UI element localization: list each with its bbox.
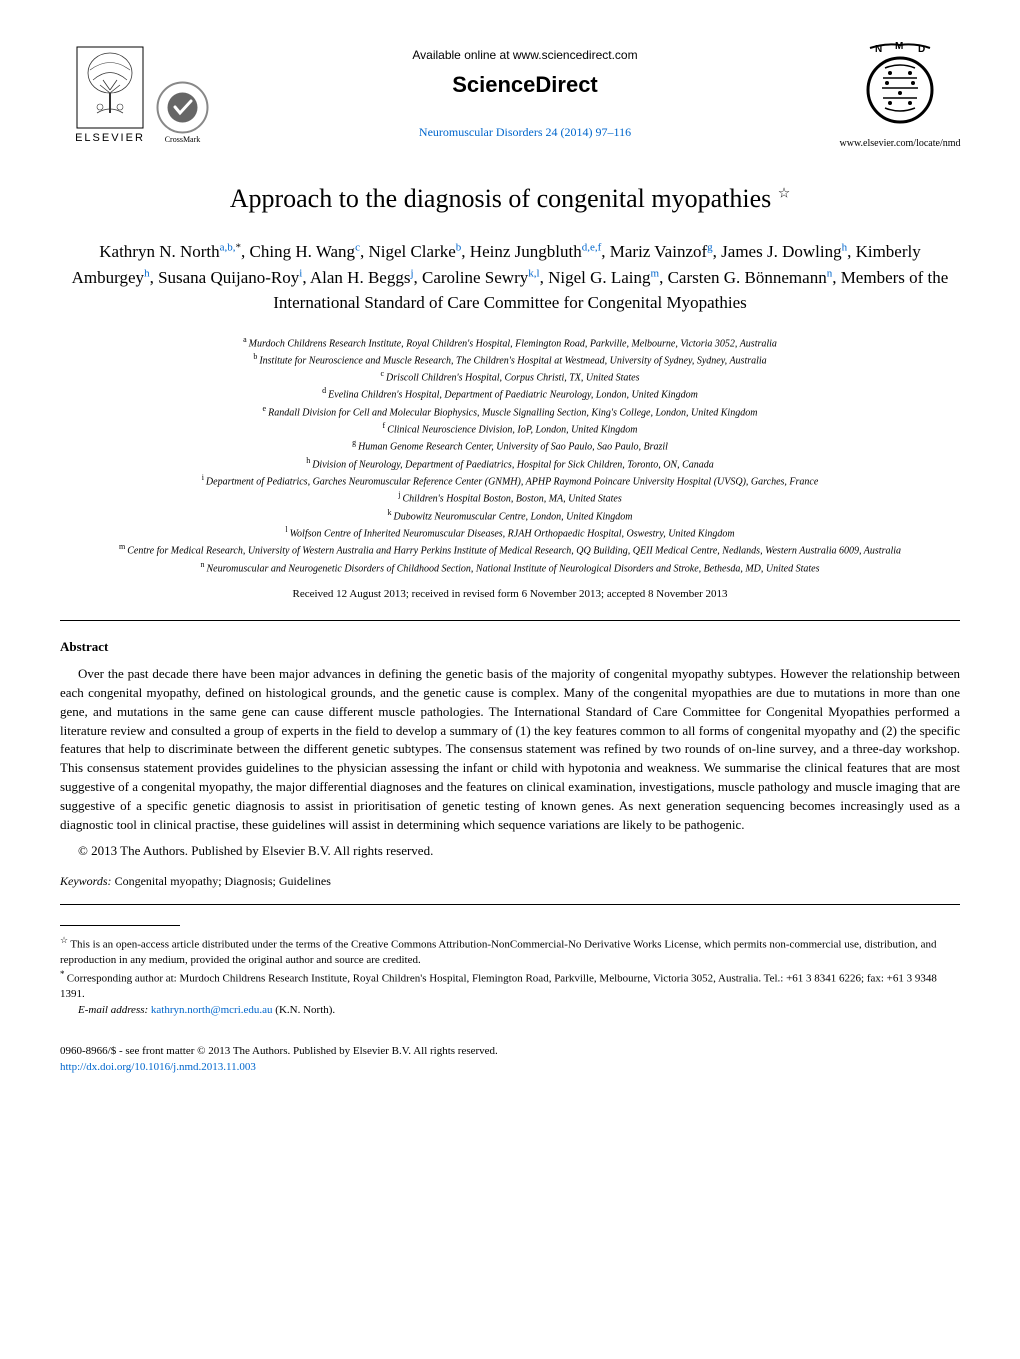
- affiliation: m Centre for Medical Research, Universit…: [60, 541, 960, 558]
- author: , Ching H. Wang: [241, 242, 355, 261]
- crossmark-badge[interactable]: CrossMark: [155, 80, 210, 144]
- divider: [60, 620, 960, 621]
- header-row: ELSEVIER CrossMark Available online at w…: [60, 40, 960, 149]
- author: , Nigel Clarke: [360, 242, 456, 261]
- affiliation: a Murdoch Childrens Research Institute, …: [60, 334, 960, 351]
- author: Mariz Vainzof: [610, 242, 707, 261]
- footnote-corresponding: * Corresponding author at: Murdoch Child…: [60, 968, 960, 1002]
- comma: ,: [601, 242, 605, 261]
- affiliation: k Dubowitz Neuromuscular Centre, London,…: [60, 507, 960, 524]
- comma: ,: [302, 268, 306, 287]
- site-url: www.elsevier.com/locate/nmd: [840, 138, 961, 149]
- title-star: ☆: [778, 186, 791, 201]
- elsevier-tree-icon: [75, 45, 145, 130]
- abstract-copyright: © 2013 The Authors. Published by Elsevie…: [60, 843, 960, 859]
- author-sup[interactable]: d,e,f: [582, 241, 602, 253]
- affiliation: h Division of Neurology, Department of P…: [60, 455, 960, 472]
- author-sup[interactable]: a,b,: [220, 241, 236, 253]
- affiliation: f Clinical Neuroscience Division, IoP, L…: [60, 420, 960, 437]
- footnote-open-access: ☆ This is an open-access article distrib…: [60, 934, 960, 968]
- nmd-circle-icon: N M D: [855, 40, 945, 130]
- affiliation: g Human Genome Research Center, Universi…: [60, 437, 960, 454]
- author-sup[interactable]: m: [651, 267, 660, 279]
- issn-line: 0960-8966/$ - see front matter © 2013 Th…: [60, 1043, 960, 1060]
- footnote-asterisk: *: [60, 969, 67, 979]
- keywords-block: Keywords: Congenital myopathy; Diagnosis…: [60, 874, 960, 889]
- svg-text:N: N: [875, 44, 882, 55]
- received-dates: Received 12 August 2013; received in rev…: [60, 588, 960, 600]
- affiliation: n Neuromuscular and Neurogenetic Disorde…: [60, 559, 960, 576]
- email-label: E-mail address:: [78, 1004, 148, 1016]
- author: , Susana Quijano-Roy: [150, 268, 300, 287]
- crossmark-icon: [155, 80, 210, 135]
- keywords-label: Keywords:: [60, 874, 112, 888]
- journal-citation-link[interactable]: Neuromuscular Disorders 24 (2014) 97–116: [419, 125, 631, 139]
- author: , Carsten G. Bönnemann: [659, 268, 827, 287]
- title-text: Approach to the diagnosis of congenital …: [230, 184, 772, 213]
- divider: [60, 904, 960, 905]
- email-suffix: (K.N. North).: [273, 1004, 336, 1016]
- affiliations-block: a Murdoch Childrens Research Institute, …: [60, 334, 960, 577]
- crossmark-label: CrossMark: [165, 135, 201, 144]
- affiliation: b Institute for Neuroscience and Muscle …: [60, 351, 960, 368]
- doi-link[interactable]: http://dx.doi.org/10.1016/j.nmd.2013.11.…: [60, 1061, 256, 1073]
- center-header: Available online at www.sciencedirect.co…: [210, 48, 840, 141]
- nmd-logo: N M D www.elsevier.com/locate/nmd: [840, 40, 960, 149]
- left-logos: ELSEVIER CrossMark: [60, 45, 210, 144]
- author: , Caroline Sewry: [414, 268, 529, 287]
- affiliation: i Department of Pediatrics, Garches Neur…: [60, 472, 960, 489]
- authors-block: Kathryn N. Northa,b,*, Ching H. Wangc, N…: [60, 239, 960, 316]
- bottom-info: 0960-8966/$ - see front matter © 2013 Th…: [60, 1043, 960, 1076]
- affiliation: d Evelina Children's Hospital, Departmen…: [60, 385, 960, 402]
- author: , Nigel G. Laing: [540, 268, 651, 287]
- elsevier-logo: ELSEVIER: [60, 45, 160, 144]
- svg-text:M: M: [895, 41, 903, 52]
- abstract-heading: Abstract: [60, 639, 960, 655]
- footnote-separator: [60, 925, 180, 926]
- author-sup[interactable]: k,l: [528, 267, 539, 279]
- affiliation: l Wolfson Centre of Inherited Neuromuscu…: [60, 524, 960, 541]
- email-link[interactable]: kathryn.north@mcri.edu.au: [151, 1004, 273, 1016]
- author: Alan H. Beggs: [310, 268, 411, 287]
- affiliation: j Children's Hospital Boston, Boston, MA…: [60, 489, 960, 506]
- keywords-text: Congenital myopathy; Diagnosis; Guidelin…: [112, 874, 331, 888]
- elsevier-text: ELSEVIER: [75, 132, 145, 144]
- footnote-email: E-mail address: kathryn.north@mcri.edu.a…: [60, 1003, 960, 1018]
- author: Kathryn N. North: [99, 242, 219, 261]
- abstract-text: Over the past decade there have been maj…: [60, 665, 960, 835]
- affiliation: c Driscoll Children's Hospital, Corpus C…: [60, 368, 960, 385]
- available-online-text: Available online at www.sciencedirect.co…: [210, 48, 840, 62]
- svg-text:D: D: [918, 44, 925, 55]
- footnotes-block: ☆ This is an open-access article distrib…: [60, 925, 960, 1018]
- footnote-star-icon: ☆: [60, 935, 70, 945]
- sciencedirect-logo: ScienceDirect: [210, 72, 840, 98]
- author: , Heinz Jungbluth: [461, 242, 581, 261]
- affiliation: e Randall Division for Cell and Molecula…: [60, 403, 960, 420]
- article-title: Approach to the diagnosis of congenital …: [60, 184, 960, 214]
- author: , James J. Dowling: [713, 242, 842, 261]
